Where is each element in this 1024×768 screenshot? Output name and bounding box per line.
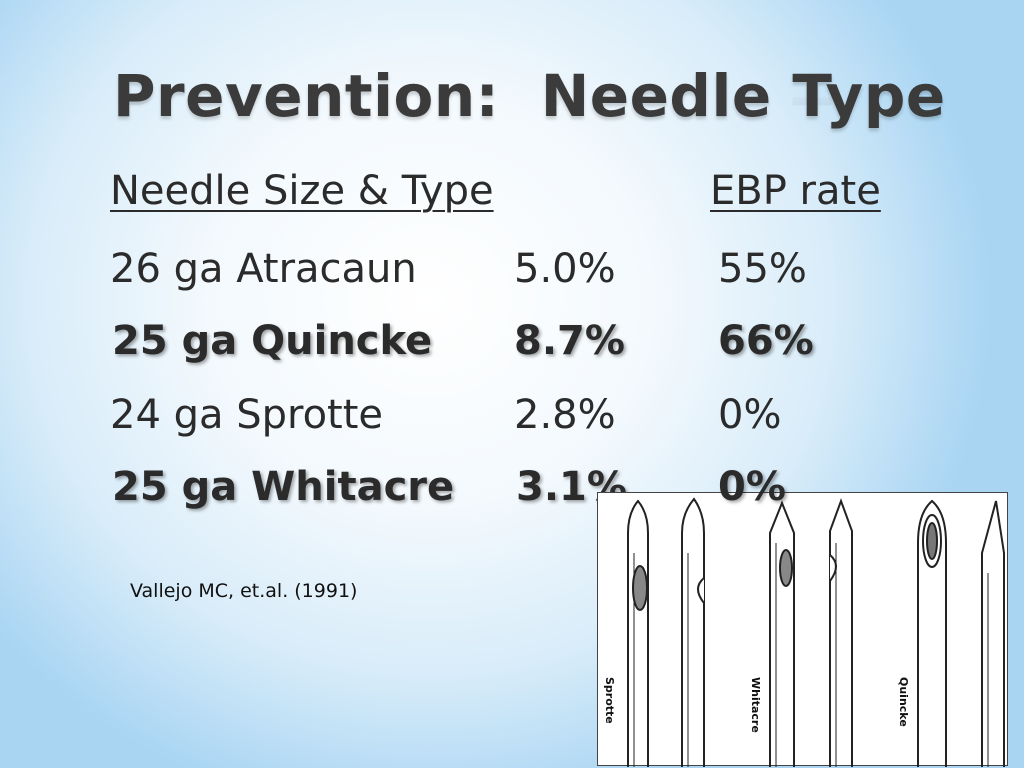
- row-3-ebp-rate: 0%: [718, 392, 782, 438]
- row-1-ebp-rate: 55%: [718, 246, 807, 292]
- row-1-needle: 26 ga Atracaun: [110, 246, 417, 292]
- label-sprotte: Sprotte: [603, 677, 616, 724]
- label-quincke: Quincke: [897, 677, 910, 727]
- row-3-rate: 2.8%: [514, 392, 616, 438]
- row-4-needle: 25 ga Whitacre: [112, 464, 455, 510]
- label-whitacre: Whitacre: [749, 677, 762, 733]
- citation: Vallejo MC, et.al. (1991): [130, 580, 358, 602]
- header-needle-size-type: Needle Size & Type: [110, 168, 494, 214]
- row-3-needle: 24 ga Sprotte: [110, 392, 384, 438]
- row-2-needle: 25 ga Quincke: [112, 318, 433, 364]
- header-ebp-rate: EBP rate: [710, 168, 881, 214]
- row-2-rate: 8.7%: [514, 318, 625, 364]
- slide-title: Prevention: Needle Type: [113, 62, 946, 130]
- row-4-ebp-rate: 0%: [718, 464, 786, 510]
- needle-illustration: Sprotte Whitacre Quincke: [597, 492, 1008, 767]
- row-2-ebp-rate: 66%: [718, 318, 814, 364]
- needle-drawings: [627, 497, 1005, 767]
- row-1-rate: 5.0%: [514, 246, 616, 292]
